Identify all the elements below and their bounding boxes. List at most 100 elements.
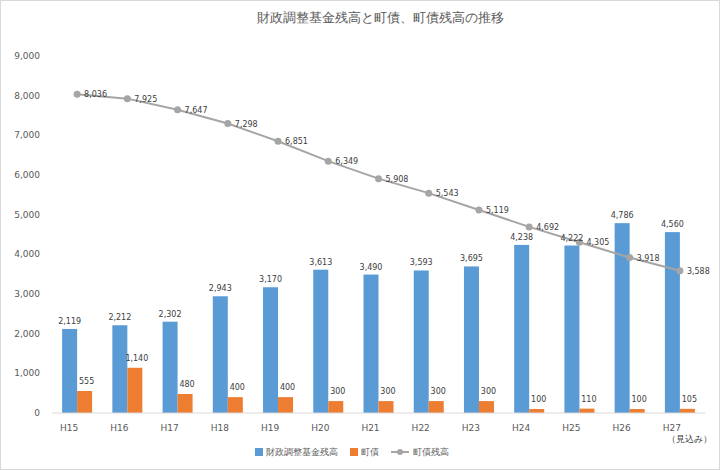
x-tick-label: H20 [311,423,329,433]
y-tick-label: 3,000 [14,289,40,299]
bar [112,325,127,413]
line-marker [325,158,332,165]
y-tick-label: 2,000 [14,329,40,339]
x-tick-label: H26 [613,423,631,433]
bar [579,409,594,413]
chart: 財政調整基金残高と町債、町債残高の推移01,0002,0003,0004,000… [0,0,720,470]
bar [564,246,579,413]
x-tick-label: H15 [60,423,78,433]
bar [127,368,142,413]
data-label: 5,119 [486,206,509,215]
legend-swatch [350,448,358,456]
data-label: 1,140 [125,354,148,363]
data-label: 3,588 [687,267,710,276]
plot-marks [62,91,695,413]
legend: 財政調整基金残高町債町債残高 [255,447,449,457]
bar [364,275,379,413]
data-label: 300 [481,387,496,396]
data-label: 7,298 [235,120,258,129]
data-label: 4,786 [611,211,634,220]
tick-mark [48,175,52,176]
y-tick-label: 9,000 [14,51,40,61]
chart-title: 財政調整基金残高と町債、町債残高の推移 [257,10,504,25]
tick-mark [48,214,52,215]
data-label: 100 [632,395,647,404]
data-label: 7,925 [134,95,157,104]
data-label: 300 [330,387,345,396]
data-label: 3,170 [259,275,282,284]
legend-swatch [255,448,263,456]
x-tick-label: H24 [512,423,530,433]
data-label: 4,692 [536,223,559,232]
data-label: 3,490 [360,263,383,272]
data-label: 400 [280,383,295,392]
line-marker [224,120,231,127]
bar [680,409,695,413]
data-label: 8,036 [84,90,107,99]
tick-mark [48,95,52,96]
y-tick-label: 5,000 [14,210,40,220]
data-label: 2,119 [58,317,81,326]
data-label: 3,613 [309,258,332,267]
legend-label: 町債 [361,447,379,457]
x-tick-label: H27 [663,423,681,433]
line-marker [475,206,482,213]
bar [479,401,494,413]
data-label: 7,647 [185,106,208,115]
page: {"chart_data": { "type": "bar", "title":… [0,0,720,470]
tick-mark [48,135,52,136]
data-label: 6,349 [335,157,358,166]
bar [77,391,92,413]
data-label: 5,543 [436,189,459,198]
bar [429,401,444,413]
data-label: 105 [682,395,697,404]
data-label: 480 [179,380,194,389]
bar [228,397,243,413]
data-label: 2,302 [159,310,182,319]
bar [665,232,680,413]
line-marker [626,254,633,261]
line-marker [124,95,131,102]
bar [178,394,193,413]
x-tick-label: H22 [412,423,430,433]
line-marker [74,91,81,98]
y-tick-label: 8,000 [14,91,40,101]
data-label: 555 [79,377,94,386]
data-label: 4,560 [661,220,684,229]
line-marker [676,267,683,274]
y-tick-label: 7,000 [14,130,40,140]
bar [464,266,479,413]
y-axis: 01,0002,0003,0004,0005,0006,0007,0008,00… [14,51,52,418]
data-label: 2,943 [209,284,232,293]
bar [163,322,178,413]
legend-swatch [397,449,403,455]
bar [278,397,293,413]
bar [313,270,328,413]
data-label: 300 [380,387,395,396]
bar [263,287,278,413]
y-tick-label: 0 [34,408,40,418]
line-marker [174,106,181,113]
bar [414,270,429,413]
x-tick-label: H25 [562,423,580,433]
line [77,94,680,270]
x-tick-label: H21 [361,423,379,433]
chart-frame [1,1,720,470]
data-label: 100 [531,395,546,404]
data-label: 4,222 [560,234,583,243]
bar [615,223,630,413]
tick-mark [48,413,52,414]
bar [62,329,77,413]
line-marker [375,175,382,182]
legend-label: 財政調整基金残高 [266,447,338,457]
line-marker [425,190,432,197]
x-axis-line [52,413,705,414]
bar [213,296,228,413]
x-tick-label: H23 [462,423,480,433]
data-label: 400 [230,383,245,392]
bar [328,401,343,413]
x-tick-label: H18 [211,423,229,433]
data-label: 3,593 [410,258,433,267]
x-tick-label: H17 [160,423,178,433]
bar [514,245,529,413]
